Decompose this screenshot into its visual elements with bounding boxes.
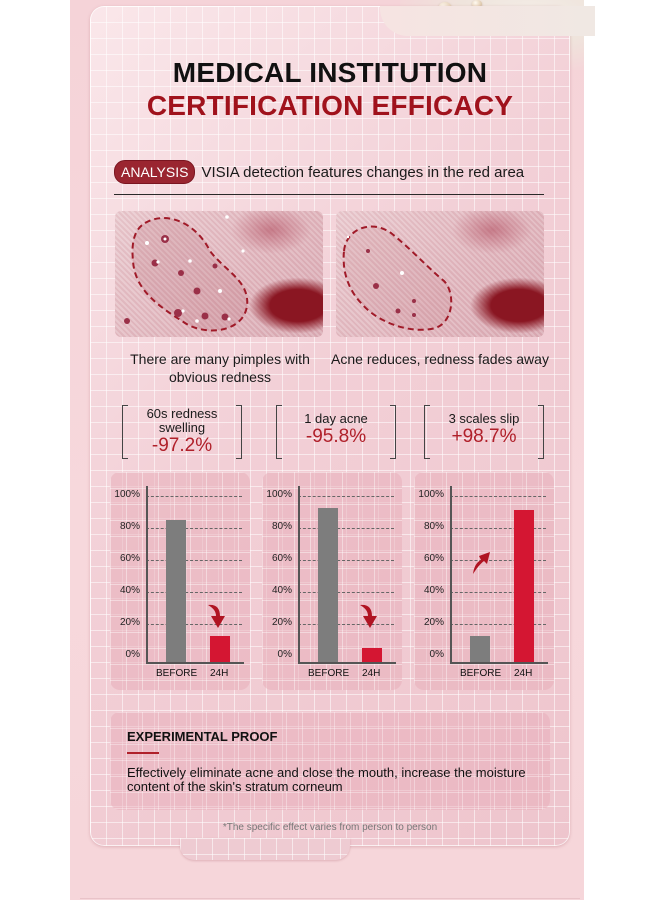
y-tick: 20% (423, 617, 444, 628)
y-tick: 40% (119, 585, 140, 596)
before-skin-photo (115, 211, 323, 337)
gridline (298, 624, 394, 625)
stat-scales-slip: 3 scales slip +98.7% (424, 403, 544, 459)
highlight-region-icon (124, 215, 249, 332)
gridline (298, 560, 394, 561)
pearl-icon (472, 0, 482, 8)
after-skin-photo (336, 211, 544, 337)
proof-accent-rule (127, 752, 159, 754)
x-label: BEFORE (460, 668, 502, 679)
highlight-region-icon (342, 225, 453, 331)
bar-chart-acne: 100% 80% 60% 40% 20% 0% BEFORE 24H (262, 472, 402, 690)
x-label: 24H (514, 668, 533, 679)
before-caption: There are many pimples with obvious redn… (130, 351, 310, 385)
y-tick: 60% (271, 553, 292, 564)
stat-acne: 1 day acne -95.8% (276, 403, 396, 459)
x-label: BEFORE (308, 668, 350, 679)
y-tick: 40% (423, 585, 444, 596)
content-card (90, 6, 595, 846)
bar-after (514, 510, 534, 662)
gridline (450, 528, 546, 529)
x-label: BEFORE (156, 668, 198, 679)
y-tick: 100% (418, 489, 444, 500)
divider (114, 194, 544, 195)
gridline (298, 528, 394, 529)
y-tick: 60% (423, 553, 444, 564)
x-label: 24H (362, 668, 381, 679)
gridline (450, 624, 546, 625)
page-subtitle: CERTIFICATION EFFICACY (146, 90, 514, 121)
gridline (146, 592, 242, 593)
stat-label: 3 scales slip (448, 411, 520, 426)
y-tick: 20% (119, 617, 140, 628)
y-tick: 100% (114, 489, 140, 500)
disclaimer: *The specific effect varies from person … (222, 822, 438, 833)
gridline (450, 592, 546, 593)
gridline (146, 496, 242, 497)
page-title: MEDICAL INSTITUTION (172, 57, 488, 88)
after-caption: Acne reduces, redness fades away (331, 351, 549, 367)
y-tick: 80% (119, 521, 140, 532)
proof-text: Effectively eliminate acne and close the… (127, 765, 526, 794)
proof-title: EXPERIMENTAL PROOF (127, 729, 278, 744)
experimental-proof-panel: EXPERIMENTAL PROOF Effectively eliminate… (110, 712, 550, 810)
stat-label: 60s redness swelling (146, 406, 218, 435)
y-tick: 80% (271, 521, 292, 532)
gridline (146, 560, 242, 561)
stat-label: 1 day acne (304, 411, 368, 426)
up-arrow-icon (473, 552, 490, 574)
bar-chart-redness: 100% 80% 60% 40% 20% 0% BEFORE 24H (110, 472, 250, 690)
y-axis (450, 486, 452, 662)
y-axis (146, 486, 148, 662)
bar-before (318, 508, 338, 662)
x-axis (450, 662, 548, 664)
card-bottom-tab (180, 838, 350, 860)
stat-value: -95.8% (305, 426, 367, 447)
stat-redness-swelling: 60s redness swelling -97.2% (122, 403, 242, 459)
bar-after (362, 648, 382, 662)
bar-before (166, 520, 186, 662)
analysis-description: VISIA detection features changes in the … (201, 163, 525, 181)
y-tick: 0% (277, 649, 292, 660)
x-axis (146, 662, 244, 664)
analysis-badge: ANALYSIS (114, 160, 196, 184)
x-label: 24H (210, 668, 229, 679)
y-tick: 20% (271, 617, 292, 628)
y-axis (298, 486, 300, 662)
gridline (450, 496, 546, 497)
gridline (146, 624, 242, 625)
bar-before (470, 636, 490, 662)
y-tick: 60% (119, 553, 140, 564)
y-tick: 80% (423, 521, 444, 532)
gridline (450, 560, 546, 561)
y-tick: 100% (266, 489, 292, 500)
gridline (146, 528, 242, 529)
divider (80, 898, 580, 899)
bar-after (210, 636, 230, 662)
gridline (298, 496, 394, 497)
y-tick: 40% (271, 585, 292, 596)
down-arrow-icon (208, 604, 225, 628)
y-tick: 0% (125, 649, 140, 660)
stat-value: -97.2% (151, 435, 213, 456)
stat-value: +98.7% (451, 426, 517, 447)
bar-chart-scales: 100% 80% 60% 40% 20% 0% BEFORE 24H (414, 472, 554, 690)
x-axis (298, 662, 396, 664)
card-notch (380, 6, 595, 36)
down-arrow-icon (360, 604, 377, 628)
analysis-header: ANALYSIS VISIA detection features change… (114, 160, 524, 184)
y-tick: 0% (429, 649, 444, 660)
gridline (298, 592, 394, 593)
